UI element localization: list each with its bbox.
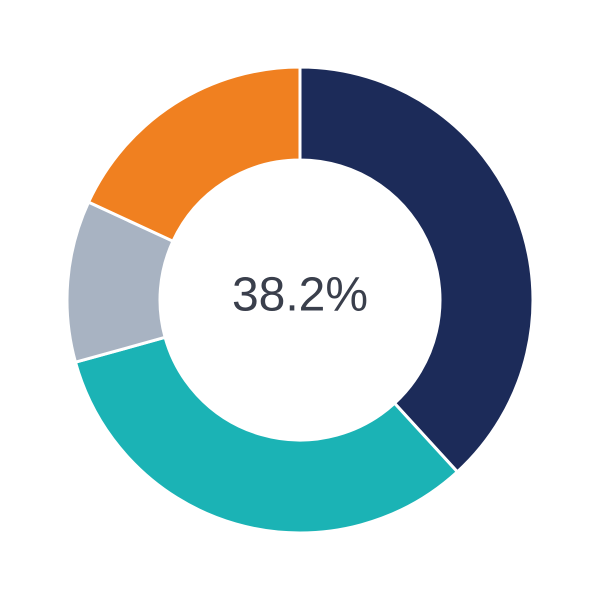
center-label: 38.2% bbox=[232, 269, 368, 322]
donut-segment bbox=[73, 335, 460, 535]
donut-segment bbox=[86, 65, 302, 244]
donut-segment bbox=[298, 65, 535, 474]
